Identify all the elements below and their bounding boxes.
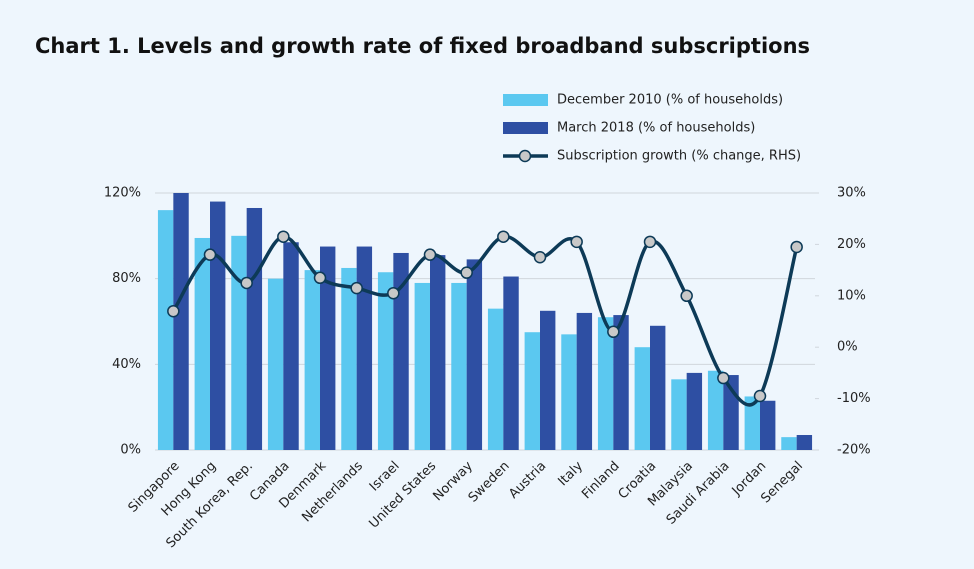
bar <box>377 272 394 450</box>
bar <box>597 317 614 450</box>
bar <box>320 246 336 450</box>
legend-label: Subscription growth (% change, RHS) <box>557 149 801 164</box>
bar <box>414 282 430 450</box>
bar <box>173 193 189 450</box>
y2-tick-label: 10% <box>837 288 866 303</box>
legend-swatch <box>503 122 548 134</box>
growth-marker <box>533 251 547 264</box>
y2-tick-label: 20% <box>837 237 866 252</box>
bar <box>246 207 263 450</box>
y2-tick-label: 30% <box>837 186 866 201</box>
growth-marker <box>497 230 510 243</box>
growth-marker <box>790 240 803 254</box>
bar <box>503 276 519 450</box>
bar <box>451 282 467 450</box>
bar <box>524 332 540 450</box>
growth-marker <box>167 304 180 318</box>
bar <box>650 325 666 450</box>
y-tick-label: 40% <box>112 357 141 372</box>
bar <box>540 310 556 450</box>
bar <box>796 435 813 450</box>
y-tick-label: 80% <box>112 271 141 286</box>
growth-marker <box>753 389 767 403</box>
bar <box>157 210 174 450</box>
bar <box>283 242 299 450</box>
growth-marker <box>680 289 693 303</box>
growth-marker <box>607 325 620 339</box>
y2-tick-label: -10% <box>837 391 871 406</box>
chart-title: Chart 1. Levels and growth rate of fixed… <box>35 34 810 58</box>
bar <box>707 370 724 450</box>
growth-marker <box>570 235 583 249</box>
growth-marker <box>717 371 730 385</box>
bar <box>760 400 776 450</box>
growth-marker <box>203 248 217 261</box>
bar <box>744 396 760 450</box>
legend-label: March 2018 (% of households) <box>557 121 755 136</box>
legend-swatch <box>503 94 548 106</box>
y-tick-label: 0% <box>120 443 141 458</box>
bar <box>613 315 629 450</box>
bar <box>341 267 357 450</box>
bar <box>304 270 320 450</box>
legend-label: December 2010 (% of households) <box>557 93 783 108</box>
y2-tick-label: 0% <box>837 340 858 355</box>
bar <box>561 334 577 450</box>
x-tick-label: United States <box>366 459 439 532</box>
bar <box>576 312 593 450</box>
x-tick-label: Austria <box>506 459 549 502</box>
growth-marker <box>277 230 290 243</box>
bar <box>781 437 797 450</box>
bar <box>393 252 409 450</box>
growth-marker <box>423 248 437 261</box>
growth-marker <box>313 271 327 285</box>
x-tick-label: Finland <box>579 459 622 502</box>
x-tick-label: Sweden <box>466 459 513 506</box>
growth-marker <box>643 235 657 249</box>
bar <box>267 278 284 450</box>
bar <box>194 237 210 450</box>
growth-marker <box>460 266 473 279</box>
bar <box>356 246 373 450</box>
legend-marker <box>518 149 532 163</box>
x-tick-label: Italy <box>555 458 586 489</box>
bar <box>671 379 687 450</box>
bar <box>231 235 247 450</box>
growth-line <box>171 234 799 407</box>
growth-marker <box>387 286 400 300</box>
bar <box>466 259 483 450</box>
growth-marker <box>350 281 363 295</box>
bar <box>430 255 446 450</box>
bar <box>686 372 703 450</box>
y-tick-label: 120% <box>104 186 141 201</box>
bar <box>487 308 504 450</box>
bar <box>634 347 650 450</box>
y2-tick-label: -20% <box>837 443 871 458</box>
growth-marker <box>240 276 253 290</box>
bar <box>210 201 226 450</box>
